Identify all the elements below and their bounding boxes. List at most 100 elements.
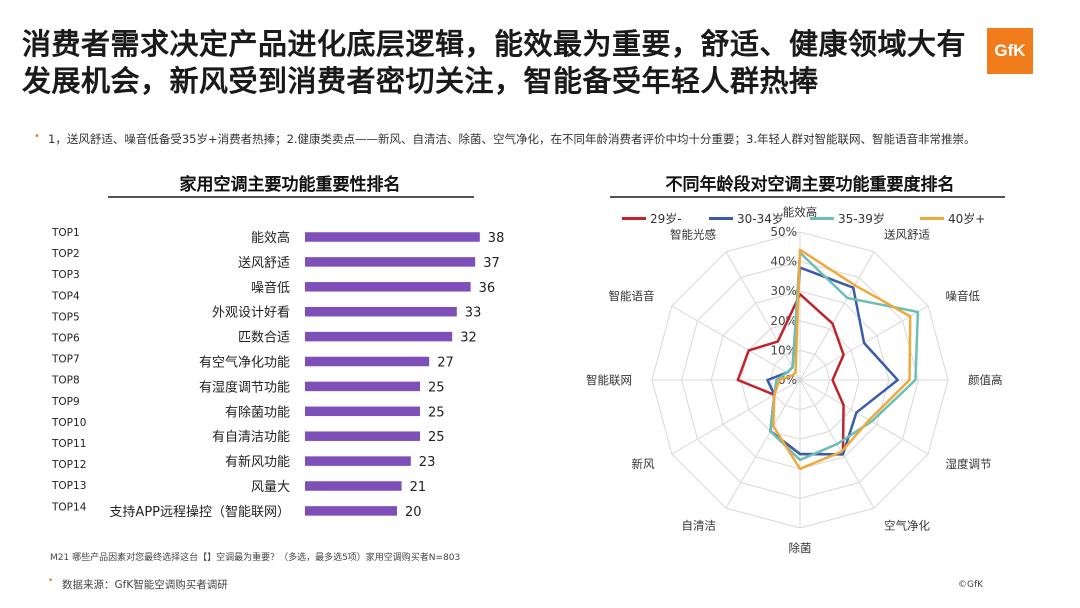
radar-axis-label: 送风舒适 (884, 228, 930, 242)
page-title: 消费者需求决定产品进化底层逻辑，能效最为重要，舒适、健康领域大有发展机会，新风受… (22, 27, 967, 98)
category-label: 风量大 (251, 480, 290, 495)
radar-spoke (725, 251, 801, 381)
summary-note: • 1，送风舒适、噪音低备受35岁+消费者热捧；2.健康类卖点——新风、自清洁、… (34, 131, 1068, 147)
rank-label: TOP11 (51, 438, 86, 450)
rank-label: TOP3 (51, 269, 80, 281)
bar (305, 481, 402, 491)
bar-chart-title: 家用空调主要功能重要性排名 (179, 175, 401, 195)
rank-label: TOP6 (51, 333, 80, 345)
data-source: 数据来源：GfK智能空调购买者调研 (62, 579, 228, 591)
bar-value-label: 27 (437, 356, 454, 371)
bar (305, 456, 411, 466)
legend-label: 35-39岁 (838, 212, 885, 226)
radar-axis-label: 智能光感 (670, 228, 716, 242)
radar-spoke (725, 379, 801, 509)
radar-spoke (799, 379, 929, 455)
radar-chart-title-underline (610, 196, 1005, 198)
radar-tick-label: 10% (770, 343, 797, 357)
radar-spoke (671, 305, 801, 381)
legend-swatch (810, 217, 834, 220)
radar-axis-label: 智能语音 (609, 289, 655, 303)
category-label: 匹数合适 (238, 331, 290, 346)
radar-spoke (671, 379, 801, 455)
bullet-icon: • (34, 131, 40, 142)
category-label: 有湿度调节功能 (199, 379, 290, 395)
category-label: 有自清洁功能 (212, 430, 290, 445)
legend-label: 40岁+ (948, 212, 986, 226)
bar-value-label: 20 (405, 505, 422, 520)
bar-value-label: 33 (465, 306, 482, 321)
bar (305, 282, 471, 292)
bar-value-label: 38 (488, 231, 505, 246)
radar-series-line (772, 248, 912, 471)
radar-tick-label: 20% (770, 314, 797, 328)
rank-label: TOP1 (51, 227, 80, 239)
rank-label: TOP9 (51, 396, 80, 408)
rank-label: TOP5 (51, 311, 80, 323)
radar-axis-label: 能效高 (783, 205, 818, 219)
source-bullet-icon: • (48, 576, 54, 586)
bar-value-label: 32 (460, 331, 477, 346)
copyright: ©GfK (958, 580, 984, 590)
rank-label: TOP10 (51, 417, 86, 429)
radar-tick-label: 30% (770, 284, 797, 298)
bar-value-label: 36 (479, 281, 496, 296)
radar-tick-label: 40% (770, 255, 797, 269)
bar (305, 306, 457, 317)
radar-series-line (769, 251, 920, 462)
radar-axis-label: 空气净化 (884, 518, 930, 532)
category-label: 支持APP远程操控（智能联网） (109, 504, 290, 520)
bar (305, 381, 420, 392)
bar-value-label: 37 (483, 256, 500, 271)
legend-swatch (622, 217, 646, 220)
bar-chart-title-underline (108, 196, 474, 198)
legend-label: 29岁- (650, 212, 682, 226)
radar-axis-label: 噪音低 (945, 289, 980, 303)
radar-axis-label: 湿度调节 (945, 457, 991, 471)
bar (305, 331, 453, 342)
category-label: 外观设计好看 (212, 305, 290, 321)
rank-label: TOP4 (51, 290, 80, 302)
radar-tick-label: 50% (770, 225, 797, 239)
legend-item: 40岁+ (920, 210, 985, 227)
legend-item: 30-34岁 (709, 210, 784, 227)
bar (305, 406, 420, 417)
bar (305, 232, 480, 242)
radar-chart-title: 不同年龄段对空调主要功能重要度排名 (665, 175, 955, 195)
legend-swatch (920, 217, 944, 220)
rank-label: TOP7 (51, 354, 80, 366)
bar-value-label: 25 (428, 405, 445, 420)
bar-value-label: 25 (428, 430, 445, 445)
legend-label: 30-34岁 (737, 212, 784, 226)
survey-footnote: M21 哪些产品因素对您最终选择这台【】空调最为重要？（多选，最多选5项）家用空… (50, 553, 461, 563)
bar (305, 257, 476, 267)
radar-axis-label: 智能联网 (586, 373, 632, 387)
radar-axis-label: 颜值高 (968, 373, 1003, 387)
category-label: 送风舒适 (238, 256, 290, 271)
radar-axis-label: 除菌 (789, 541, 812, 555)
category-label: 有新风功能 (225, 454, 290, 470)
category-label: 噪音低 (251, 280, 290, 296)
bar (305, 506, 397, 516)
rank-label: TOP8 (51, 375, 80, 387)
legend-item: 29岁- (622, 210, 682, 227)
legend-item: 35-39岁 (810, 210, 885, 227)
category-label: 有空气净化功能 (199, 355, 290, 371)
summary-note-text: 1，送风舒适、噪音低备受35岁+消费者热捧；2.健康类卖点——新风、自清洁、除菌… (48, 132, 976, 146)
legend-swatch (709, 217, 733, 220)
radar-spoke (799, 251, 875, 381)
radar-chart: 0%10%20%30%40%50%能效高送风舒适噪音低颜值高湿度调节空气净化除菌… (586, 205, 1003, 555)
rank-label: TOP13 (51, 480, 86, 492)
bar-chart: TOP1 TOP2 TOP3 TOP4 TOP5 TOP6 TOP7 TOP8 TOP9 TOP1… (51, 227, 505, 520)
radar-axis-label: 新风 (632, 457, 655, 471)
rank-label: TOP2 (51, 248, 80, 260)
bar-value-label: 25 (428, 380, 445, 395)
bar-value-label: 23 (419, 455, 436, 470)
gfk-logo: GfK (987, 28, 1033, 74)
category-label: 有除菌功能 (225, 405, 290, 420)
rank-label: TOP12 (51, 459, 86, 471)
rank-label: TOP14 (51, 501, 87, 513)
radar-axis-label: 自清洁 (682, 518, 717, 532)
bar (305, 356, 430, 367)
bar-value-label: 21 (410, 480, 427, 495)
